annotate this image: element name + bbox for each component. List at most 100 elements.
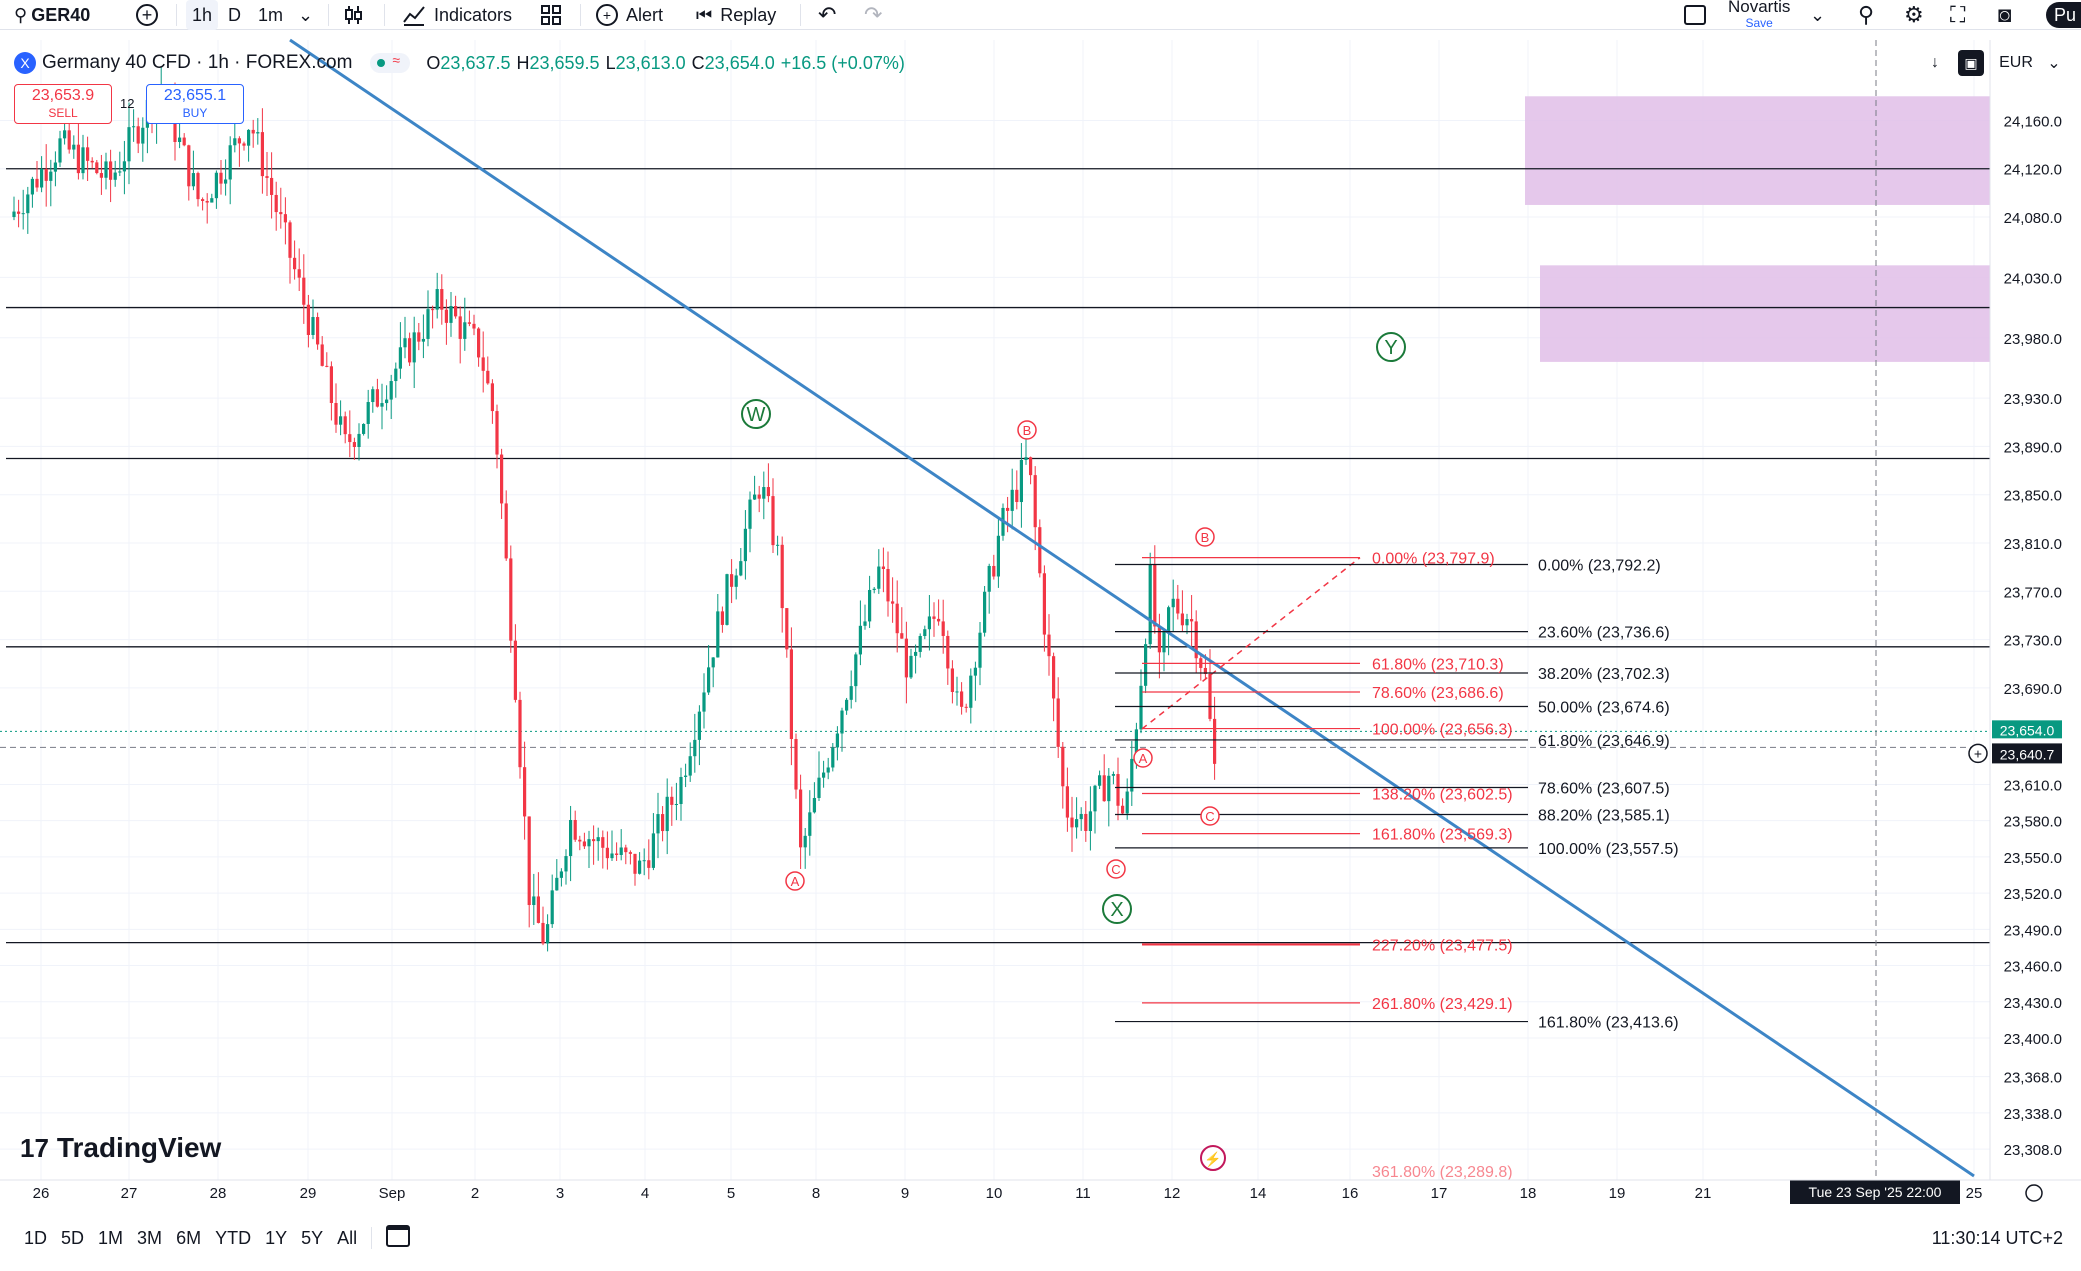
range-all-button[interactable]: All — [337, 1227, 358, 1248]
candle-body — [325, 365, 329, 367]
redo-icon: ↷ — [864, 2, 883, 27]
candle-body — [569, 819, 573, 857]
candle-body — [707, 667, 711, 693]
time-tick-label: 19 — [1609, 1185, 1626, 1202]
interval-1h-button[interactable]: 1h — [186, 0, 219, 30]
candle-body — [615, 853, 619, 855]
candle-body — [716, 611, 720, 658]
price-tick-label: 23,430.0 — [2004, 995, 2062, 1012]
currency-dropdown[interactable]: ⌄ — [2044, 50, 2064, 76]
candle-body — [182, 137, 186, 146]
chart-type-button[interactable] — [342, 0, 364, 30]
candle-body — [1190, 619, 1194, 622]
price-tick-label: 23,690.0 — [2004, 681, 2062, 698]
price-tick-label: 23,460.0 — [2004, 959, 2062, 976]
interval-d-button[interactable]: D — [228, 4, 241, 25]
scale-down-button[interactable]: ↓ — [1922, 50, 1948, 76]
compare-add-button[interactable]: + — [136, 0, 158, 30]
auto-scale-button[interactable]: ▣ — [1958, 50, 1984, 76]
candle-body — [776, 544, 780, 546]
settings-button[interactable]: ⚙ — [1904, 0, 1924, 30]
candle-body — [380, 403, 384, 407]
interval-dropdown[interactable]: ⌄ — [298, 0, 313, 30]
candle-body — [191, 173, 195, 187]
candle-body — [886, 569, 890, 602]
candle-body — [1056, 698, 1060, 747]
layout-name-button[interactable]: Novartis Save — [1728, 0, 1791, 30]
candle-body — [90, 160, 94, 163]
candle-body — [440, 289, 444, 310]
candle-body — [532, 896, 536, 906]
candle-body — [58, 138, 62, 163]
interval-1m-button[interactable]: 1m — [258, 4, 284, 25]
range-5y-button[interactable]: 5Y — [301, 1227, 324, 1248]
top-toolbar: ⚲ GER40 + 1h D 1m ⌄ Indicators + Alert ⏮… — [0, 0, 2081, 30]
wave-label-small: C — [1205, 809, 1214, 824]
candle-body — [536, 896, 540, 923]
candle-body — [780, 544, 784, 609]
ohlc-change: +16.5 (+0.07%) — [780, 52, 905, 73]
undo-button[interactable]: ↶ — [818, 0, 836, 30]
range-1y-button[interactable]: 1Y — [265, 1227, 288, 1248]
candle-body — [1075, 819, 1079, 828]
price-tick-label: 23,490.0 — [2004, 922, 2062, 939]
candle-body — [605, 847, 609, 859]
fib-retracement-label: 50.00% (23,674.6) — [1538, 699, 1670, 716]
price-chart[interactable]: 0.00% (23,792.2) 23.60% (23,736.6) 38.20% … — [0, 0, 2081, 1215]
fib-extension-diagonal — [1141, 557, 1361, 730]
candle-body — [950, 668, 954, 692]
candle-body — [661, 814, 665, 832]
range-6m-button[interactable]: 6M — [176, 1227, 202, 1248]
symbol-search[interactable]: ⚲ GER40 — [14, 0, 90, 30]
forex-logo-icon: X — [14, 52, 36, 74]
layouts-button[interactable] — [540, 0, 562, 30]
candle-body — [638, 860, 642, 874]
candle-body — [720, 611, 724, 625]
candle-body — [1088, 811, 1092, 832]
goto-date-button[interactable] — [386, 1224, 411, 1252]
wave-circle-small — [1200, 806, 1220, 826]
candle-body — [214, 172, 218, 199]
candle-body — [210, 198, 214, 203]
candle-body — [918, 635, 922, 652]
range-ytd-button[interactable]: YTD — [215, 1227, 252, 1248]
candle-body — [1121, 805, 1125, 814]
snapshot-button[interactable]: ◙ — [1998, 0, 2011, 30]
redo-button[interactable]: ↷ — [864, 0, 882, 30]
replay-button[interactable]: ⏮ Replay — [696, 4, 777, 25]
layout-select-checkbox[interactable] — [1684, 0, 1706, 30]
range-5d-button[interactable]: 5D — [61, 1227, 85, 1248]
fib-retracement-label: 61.80% (23,646.9) — [1538, 733, 1670, 750]
price-tick-label: 23,520.0 — [2004, 886, 2062, 903]
quick-search-button[interactable]: ⚲ — [1858, 0, 1874, 30]
candle-body — [628, 852, 632, 854]
range-1d-button[interactable]: 1D — [24, 1227, 48, 1248]
currency-select[interactable]: EUR — [1999, 54, 2033, 71]
candle-body — [1208, 674, 1212, 719]
layout-dropdown[interactable]: ⌄ — [1810, 0, 1825, 30]
publish-button[interactable]: Pu — [2046, 2, 2081, 28]
fullscreen-button[interactable]: ⛶ — [1950, 0, 1965, 30]
fib-extension-label: 227.20% (23,477.5) — [1372, 937, 1513, 954]
candle-body — [895, 603, 899, 634]
buy-button[interactable]: 23,655.1 BUY — [146, 84, 244, 124]
range-1m-button[interactable]: 1M — [98, 1227, 124, 1248]
sell-button[interactable]: 23,653.9 SELL — [14, 84, 112, 124]
candle-body — [467, 322, 471, 324]
candle-body — [546, 924, 550, 944]
legend-title[interactable]: Germany 40 CFD · 1h · FOREX.com — [42, 52, 353, 73]
candle-body — [1162, 631, 1166, 653]
time-tick-label: 16 — [1342, 1185, 1359, 1202]
indicators-button[interactable]: Indicators — [402, 0, 512, 30]
alert-button[interactable]: + Alert — [596, 0, 663, 30]
candle-body — [826, 767, 830, 773]
range-3m-button[interactable]: 3M — [137, 1227, 163, 1248]
candle-body — [293, 257, 297, 270]
price-tick-label: 23,338.0 — [2004, 1106, 2062, 1123]
clock-time[interactable]: 11:30:14 UTC+2 — [1931, 1227, 2063, 1248]
fibonacci-levels: 0.00% (23,792.2) 23.60% (23,736.6) 38.20% … — [1115, 551, 1679, 1181]
candle-body — [1070, 817, 1074, 828]
wave-circle-small — [1133, 748, 1153, 768]
candle-body — [1167, 607, 1171, 632]
candle-body — [49, 171, 53, 181]
